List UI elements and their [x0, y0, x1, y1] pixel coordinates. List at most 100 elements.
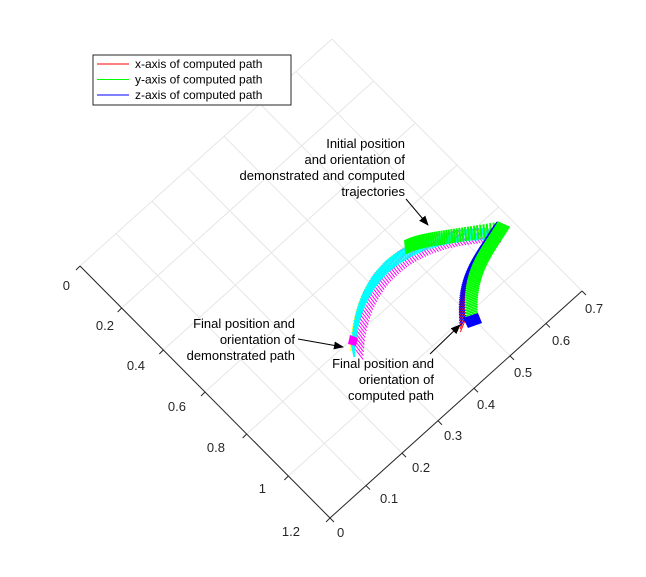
annotation-final-comp-arrow — [429, 324, 461, 355]
series-z-axis-segment — [463, 269, 471, 278]
series-z-axis-segment — [458, 306, 466, 316]
legend-label-2: z-axis of computed path — [135, 88, 262, 102]
series-y-axis-top-segment — [455, 228, 459, 243]
series-demo-cyan-segment — [374, 271, 379, 285]
grid-line-b-1 — [287, 248, 541, 477]
series-y-axis-segment — [488, 234, 502, 242]
series-y-axis-top-segment — [407, 238, 412, 253]
tick-mark-a-7 — [581, 290, 587, 296]
series-demo-cyan-segment — [376, 270, 381, 283]
series-y-axis-segment — [466, 280, 480, 288]
tick-label-b-1: 0.2 — [96, 318, 114, 333]
series-y-axis-top-segment — [435, 231, 440, 246]
series-z-axis-segment — [459, 314, 467, 324]
series-demo-cyan-segment — [384, 261, 389, 274]
series-demo-cyan-segment — [361, 293, 367, 306]
tick-mark-a-0 — [329, 517, 335, 523]
axis-line-a — [329, 290, 583, 519]
series-y-axis-segment — [486, 237, 500, 245]
tick-label-a-6: 0.6 — [552, 333, 570, 348]
series-demo-cyan-segment — [351, 344, 356, 358]
tick-mark-b-2 — [242, 433, 248, 439]
series-y-axis-segment — [464, 300, 478, 309]
series-y-axis — [464, 221, 511, 325]
series-y-axis-top-segment — [404, 239, 408, 255]
series-y-axis-segment — [493, 226, 507, 234]
annotation-final-demo-line-0: Final position and — [193, 316, 295, 331]
series-demo-cyan-segment — [393, 253, 398, 267]
series-demo-cyan-segment — [373, 273, 378, 287]
series-x-axis-segment — [459, 292, 466, 307]
series-y-axis-segment — [471, 263, 486, 271]
annotation-initial-line-0: Initial position — [326, 136, 405, 151]
series-demo-cyan-segment — [354, 313, 360, 327]
series-z-axis-segment — [459, 285, 467, 294]
tick-label-b-2: 0.4 — [127, 358, 145, 373]
grid-line-b-4 — [162, 122, 416, 351]
tick-mark-a-6 — [545, 323, 551, 328]
demo-end-frame — [348, 335, 358, 346]
axes-frame — [75, 265, 587, 523]
series-y-axis-top-segment — [427, 232, 431, 247]
series-y-axis-top-segment — [418, 234, 422, 250]
series-x-axis-segment — [459, 294, 466, 309]
series-demo-cyan-segment — [357, 305, 362, 319]
tick-mark-b-3 — [200, 391, 206, 397]
series-y-axis-segment — [487, 235, 501, 244]
series-z-axis-segment — [459, 289, 466, 299]
series-y-axis-top-segment — [475, 225, 480, 240]
series-y-axis-segment — [467, 274, 482, 282]
series-demo-cyan-segment — [389, 256, 394, 270]
series-demo-cyan-segment — [354, 316, 359, 330]
annotation-final-comp-line-2: computed path — [348, 388, 434, 403]
series-z-axis-segment — [461, 277, 469, 286]
series-y-axis-top-segment — [405, 239, 409, 254]
series-y-axis-top-segment — [433, 231, 437, 246]
series-y-axis-top-segment — [413, 236, 417, 251]
series-y-axis-segment — [467, 276, 481, 284]
tick-label-a-2: 0.2 — [412, 460, 430, 475]
series-y-axis-top-segment — [442, 230, 447, 245]
series-y-axis-segment — [474, 258, 488, 266]
series-z-axis — [458, 221, 498, 327]
series-z-axis-segment — [458, 309, 466, 318]
axis-tick-labels: 0 0.1 0.2 0.3 0.4 0.5 0.6 0.7 0 0.2 0.4 0.6 0.8 1 1.2 — [63, 278, 603, 540]
series-y-axis-segment — [490, 230, 504, 239]
legend: x-axis of computed path y-axis of compute… — [92, 54, 292, 106]
series-y-axis-segment — [473, 259, 487, 268]
series-demo-cyan-segment — [360, 295, 366, 309]
series-z-axis-segment — [458, 301, 466, 311]
series-y-axis-segment — [489, 232, 503, 240]
series-demo-cyan-segment — [367, 281, 372, 295]
series-y-axis-segment — [481, 245, 495, 253]
series-y-axis-top-segment — [466, 226, 471, 241]
series-z-axis-segment — [458, 291, 466, 301]
series-y-axis-top-segment — [463, 226, 468, 242]
series-y-axis-segment — [465, 284, 480, 293]
series-y-axis-top-segment — [445, 229, 449, 244]
series-y-axis-top-segment — [461, 227, 465, 242]
series-z-axis-segment — [465, 265, 472, 275]
series-y-axis-top-segment — [421, 233, 425, 249]
series-z-axis-segment — [459, 287, 467, 297]
series-z-axis-segment — [458, 294, 466, 303]
series-demo-cyan-segment — [396, 251, 402, 264]
series-y-axis-segment — [491, 229, 505, 237]
series-demo-cyan-segment — [394, 252, 400, 265]
series-y-axis-segment — [483, 241, 497, 250]
series-y-axis-segment — [464, 293, 479, 302]
series-z-axis-segment — [460, 279, 468, 288]
series-demo-cyan-segment — [377, 268, 382, 281]
series-demo-cyan-segment — [365, 286, 370, 299]
series-y-axis-top-segment — [414, 235, 419, 250]
series-demo-cyan-segment — [385, 259, 391, 273]
series-y-axis-segment — [466, 278, 481, 286]
series-y-axis-top-segment — [410, 237, 414, 252]
tick-label-b-5: 1 — [259, 481, 266, 496]
series-y-axis-top-segment — [416, 235, 420, 250]
series-y-axis-segment — [464, 303, 478, 311]
tick-label-a-4: 0.4 — [477, 397, 495, 412]
